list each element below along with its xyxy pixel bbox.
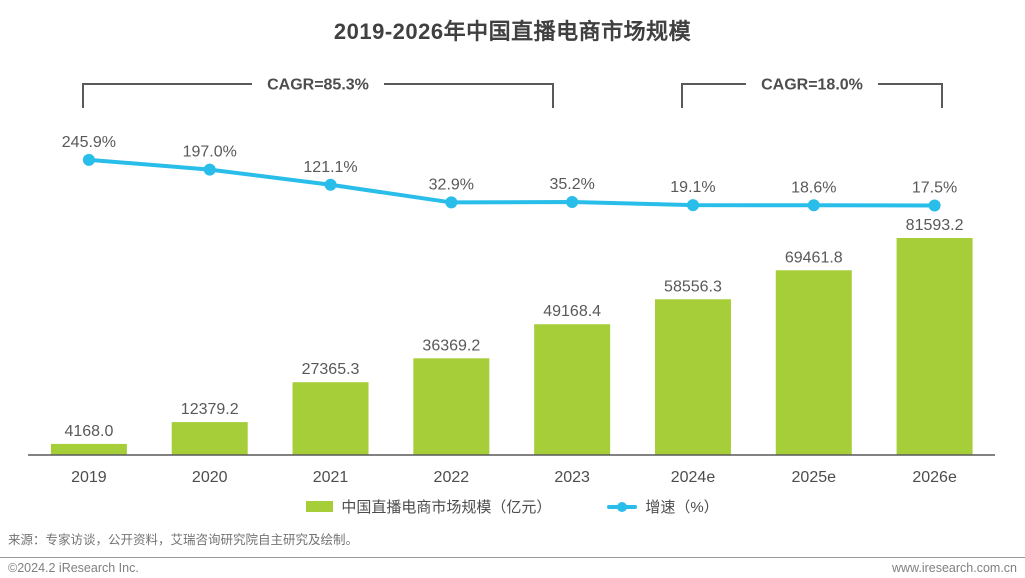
legend: 中国直播电商市场规模（亿元） 增速（%）	[0, 496, 1025, 517]
footer-bar: ©2024.2 iResearch Inc. www.iresearch.com…	[0, 557, 1025, 578]
line-point-2024e	[686, 199, 699, 212]
line-value-label-2026e: 17.5%	[912, 180, 957, 197]
line-value-label-2023: 35.2%	[549, 176, 594, 193]
x-axis-label-2026e: 2026e	[912, 469, 957, 486]
bar-value-label-2020: 12379.2	[181, 401, 239, 418]
x-axis-label-2020: 2020	[192, 469, 228, 486]
bar-2021	[292, 382, 369, 455]
line-value-label-2020: 197.0%	[183, 144, 237, 161]
line-point-2020	[203, 163, 216, 176]
bar-2026e	[896, 238, 973, 455]
line-value-label-2025e: 18.6%	[791, 179, 836, 196]
source-note: 来源：专家访谈，公开资料，艾瑞咨询研究院自主研究及绘制。	[8, 533, 359, 547]
line-value-label-2021: 121.1%	[303, 159, 357, 176]
chart-title: 2019-2026年中国直播电商市场规模	[333, 19, 692, 44]
line-point-2026e	[928, 199, 941, 212]
cagr-bracket-2019-2023	[82, 83, 554, 108]
line-series-label: 增速（%）	[645, 499, 719, 516]
x-axis-label-2022: 2022	[434, 469, 470, 486]
line-value-label-2019: 245.9%	[62, 134, 116, 151]
website-link[interactable]: www.iresearch.com.cn	[891, 561, 1017, 575]
line-series-dot	[617, 501, 628, 512]
bar-value-label-2021: 27365.3	[302, 361, 360, 378]
bar-value-label-2022: 36369.2	[422, 337, 480, 354]
x-axis-label-2019: 2019	[71, 469, 107, 486]
x-axis-label-2021: 2021	[313, 469, 349, 486]
line-point-2022	[445, 196, 458, 209]
bar-value-label-2025e: 69461.8	[785, 249, 843, 266]
copyright-text: ©2024.2 iResearch Inc.	[8, 561, 139, 575]
x-axis-label-2023: 2023	[554, 469, 590, 486]
line-point-2023	[566, 195, 579, 208]
line-point-2021	[324, 178, 337, 191]
line-series-swatch	[607, 501, 638, 512]
bar-2020	[171, 422, 248, 455]
cagr-label: CAGR=85.3%	[267, 77, 369, 94]
bar-value-label-2019: 4168.0	[64, 423, 113, 440]
x-axis-label-2024e: 2024e	[671, 469, 716, 486]
legend-item-growth-rate: 增速（%）	[607, 496, 719, 517]
bar-2022	[413, 358, 490, 455]
line-value-label-2024e: 19.1%	[670, 179, 715, 196]
bar-series-label: 中国直播电商市场规模（亿元）	[341, 499, 552, 516]
bar-value-label-2023: 49168.4	[543, 303, 601, 320]
line-point-2019	[82, 153, 95, 166]
cagr-bracket-2024e-2026e	[681, 83, 943, 108]
bar-2019	[50, 443, 127, 455]
cagr-label: CAGR=18.0%	[761, 77, 863, 94]
bar-value-label-2026e: 81593.2	[906, 217, 964, 234]
bar-2023	[534, 324, 611, 455]
line-point-2025e	[807, 199, 820, 212]
bar-value-label-2024e: 58556.3	[664, 278, 722, 295]
line-value-label-2022: 32.9%	[429, 176, 474, 193]
legend-item-market-size: 中国直播电商市场规模（亿元）	[306, 496, 551, 517]
growth-line	[88, 157, 935, 208]
x-axis-label-2025e: 2025e	[792, 469, 837, 486]
bar-series-swatch	[306, 501, 334, 512]
bar-2025e	[775, 270, 852, 455]
bar-2024e	[654, 299, 731, 455]
